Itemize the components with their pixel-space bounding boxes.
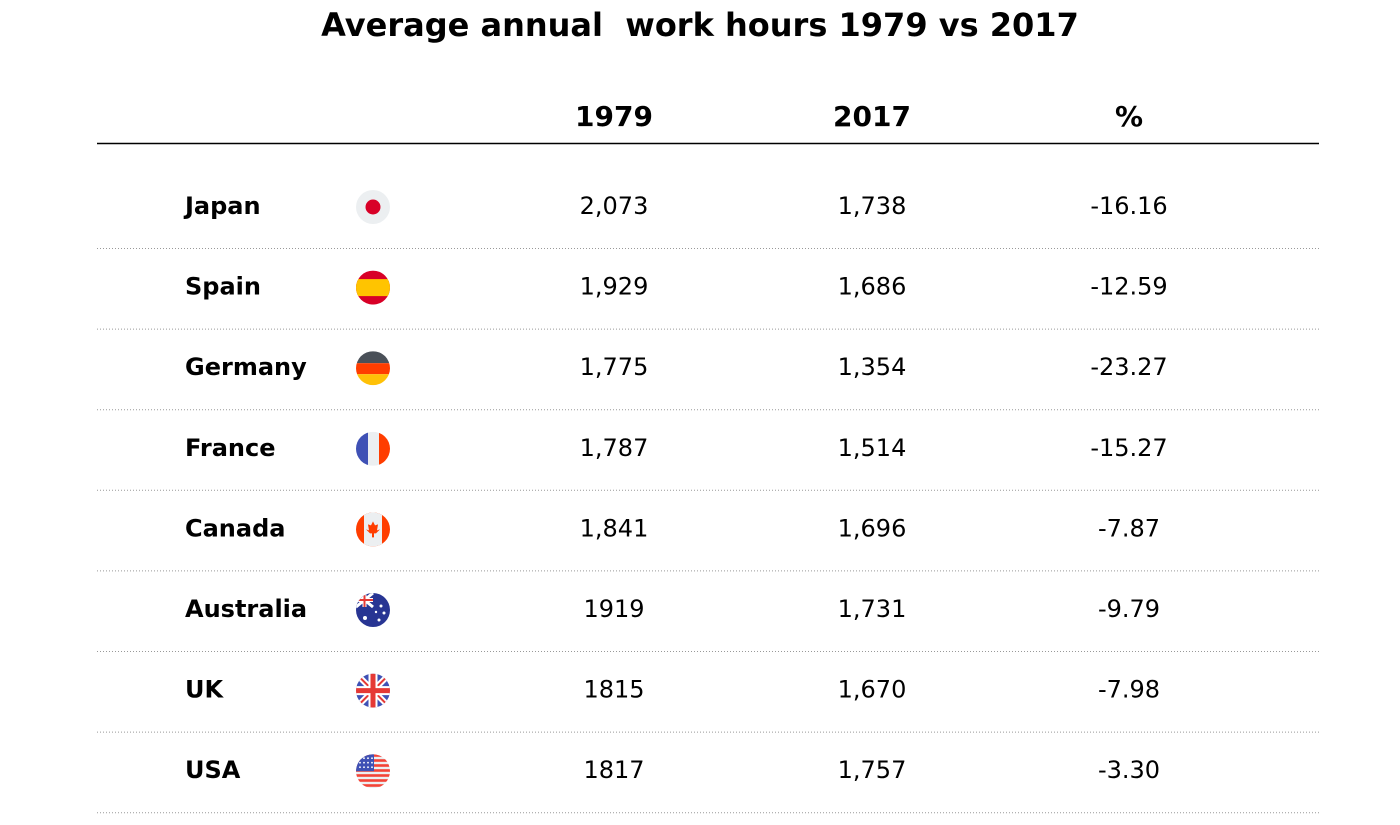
flag-part [377, 618, 381, 622]
cell-value: -23.27 [1090, 353, 1167, 381]
flag-art [356, 512, 390, 547]
flag-part [382, 611, 386, 615]
flag-art [356, 673, 390, 708]
country-name: Germany [185, 353, 307, 381]
cell-value: 1,686 [838, 273, 907, 301]
country-name: Spain [185, 273, 261, 301]
country-name: France [185, 434, 275, 462]
flag-part [359, 761, 361, 764]
flag-part [359, 766, 361, 769]
cell-value: 1,841 [580, 514, 649, 542]
cell-value: -12.59 [1090, 273, 1167, 301]
flag-part [368, 431, 379, 466]
flag-part [367, 766, 369, 769]
flag-part [367, 757, 369, 760]
flag-part [356, 774, 390, 777]
flag-part [379, 431, 390, 466]
cell-value: -7.98 [1098, 676, 1160, 704]
flag-part [363, 761, 365, 764]
cell-value: -7.87 [1098, 514, 1160, 542]
flag-icon [356, 351, 390, 386]
flag-part [367, 761, 369, 764]
flag-part [359, 757, 361, 760]
flag-part [363, 766, 365, 769]
flag-part [371, 757, 373, 760]
flag-part [365, 199, 381, 215]
flag-art [356, 593, 390, 627]
flag-part [363, 757, 365, 760]
cell-value: -15.27 [1090, 434, 1167, 462]
cell-value: 2,073 [580, 192, 649, 220]
flag-art [356, 351, 390, 386]
column-header: 2017 [833, 100, 911, 133]
cell-value: 1,670 [838, 676, 907, 704]
flag-part [356, 673, 390, 708]
flag-part [371, 761, 373, 764]
flag-part [356, 351, 390, 364]
cell-value: 1,775 [580, 353, 649, 381]
flag-part [363, 616, 367, 620]
flag-icon [356, 190, 390, 224]
cell-value: 1919 [583, 595, 644, 623]
flag-icon [356, 270, 390, 305]
cell-value: 1815 [583, 676, 644, 704]
flag-art [356, 190, 390, 224]
cell-value: 1,757 [838, 756, 907, 784]
cell-value: 1,696 [838, 514, 907, 542]
flag-part [356, 279, 390, 297]
flag-part [356, 784, 390, 787]
flag-part [356, 779, 390, 782]
cell-value: 1,738 [838, 192, 907, 220]
flag-part [371, 766, 373, 769]
cell-value: 1,514 [838, 434, 907, 462]
flag-art [356, 270, 390, 305]
flag-icon [356, 593, 390, 627]
flag-icon [356, 754, 390, 789]
cell-value: 1,354 [838, 353, 907, 381]
cell-value: 1,787 [580, 434, 649, 462]
cell-value: -3.30 [1098, 756, 1160, 784]
flag-icon [356, 512, 390, 547]
flag-part [366, 521, 380, 538]
cell-value: 1,731 [838, 595, 907, 623]
title: Average annual work hours 1979 vs 2017 [321, 6, 1079, 44]
country-name: Australia [185, 595, 307, 623]
cell-value: 1,929 [580, 273, 649, 301]
flag-art [356, 754, 390, 789]
country-name: UK [185, 676, 224, 704]
cell-value: 1817 [583, 756, 644, 784]
country-name: Canada [185, 514, 285, 542]
country-name: USA [185, 756, 241, 784]
flag-icon [356, 431, 390, 466]
column-header: % [1115, 100, 1143, 133]
flag-part [356, 431, 368, 466]
flag-part [356, 374, 390, 386]
cell-value: -9.79 [1098, 595, 1160, 623]
flag-icon [356, 673, 390, 708]
column-header: 1979 [575, 100, 653, 133]
flag-part [379, 604, 383, 608]
country-name: Japan [183, 192, 261, 220]
flag-art [356, 431, 390, 466]
flag-part [356, 363, 390, 375]
flag-part [374, 610, 378, 614]
cell-value: -16.16 [1090, 192, 1167, 220]
